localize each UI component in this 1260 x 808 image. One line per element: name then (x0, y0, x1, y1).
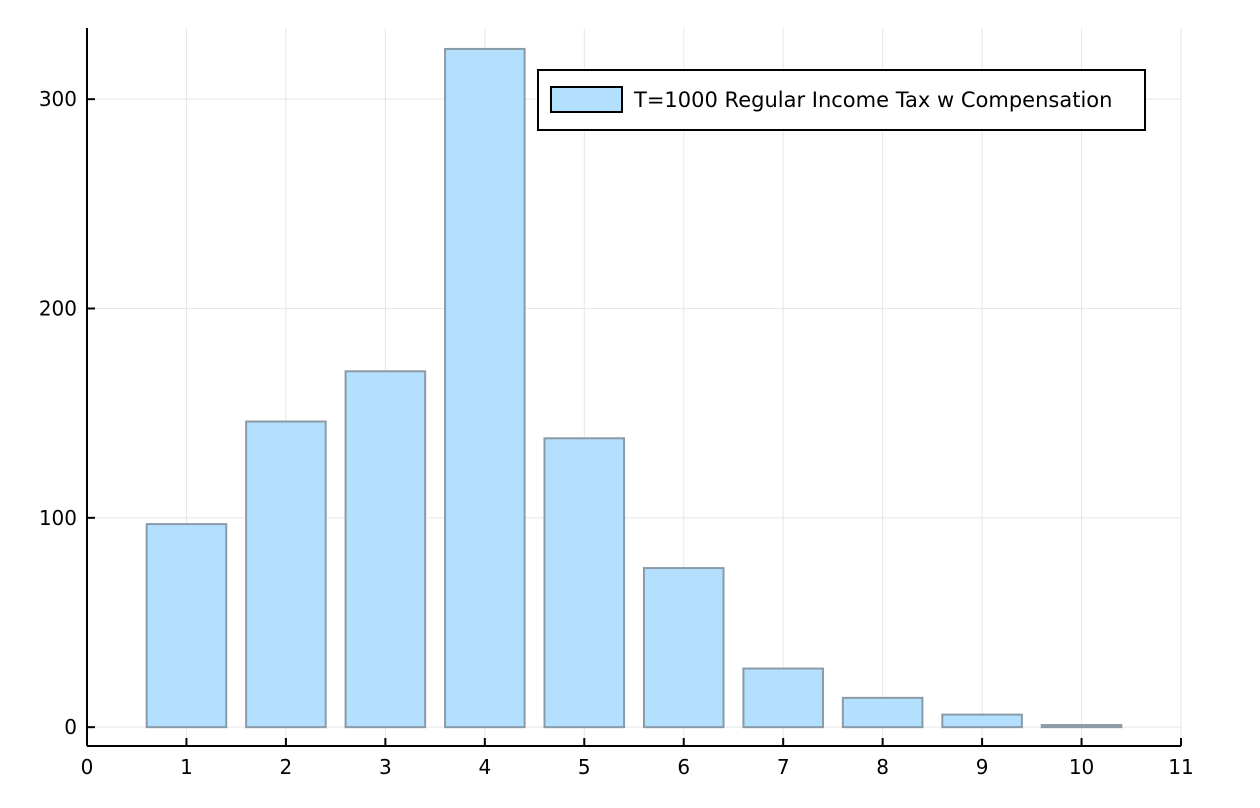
x-tick-label: 8 (876, 755, 889, 779)
bar (841, 696, 924, 729)
x-tick-label: 3 (379, 755, 392, 779)
y-tick-label: 100 (39, 506, 77, 530)
x-tick-label: 1 (180, 755, 193, 779)
bar (444, 47, 526, 729)
x-tick-label: 11 (1168, 755, 1193, 779)
y-tick-label: 0 (64, 715, 77, 739)
bar (742, 667, 824, 729)
bar (145, 523, 228, 729)
axes (86, 28, 1182, 747)
tick-labels: 0 1 2 3 4 5 6 7 8 9 10 11 0 100 200 300 (39, 87, 1194, 779)
legend: T=1000 Regular Income Tax w Compensation (537, 69, 1146, 131)
bar (642, 567, 725, 729)
legend-swatch (550, 86, 623, 113)
legend-label: T=1000 Regular Income Tax w Compensation (633, 88, 1112, 112)
x-tick-label: 2 (280, 755, 293, 779)
bar (543, 437, 626, 729)
x-tick-label: 10 (1069, 755, 1094, 779)
x-tick-label: 9 (976, 755, 989, 779)
bar (1040, 724, 1123, 729)
x-tick-label: 5 (578, 755, 591, 779)
bar (941, 713, 1023, 729)
x-tick-label: 7 (777, 755, 790, 779)
bar (344, 370, 427, 729)
x-tick-label: 0 (81, 755, 94, 779)
y-tick-label: 200 (39, 297, 77, 321)
legend-box (537, 69, 1146, 131)
x-tick-label: 4 (478, 755, 491, 779)
x-tick-label: 6 (677, 755, 690, 779)
bar (245, 420, 327, 729)
y-tick-label: 300 (39, 87, 77, 111)
bars (145, 47, 1123, 729)
